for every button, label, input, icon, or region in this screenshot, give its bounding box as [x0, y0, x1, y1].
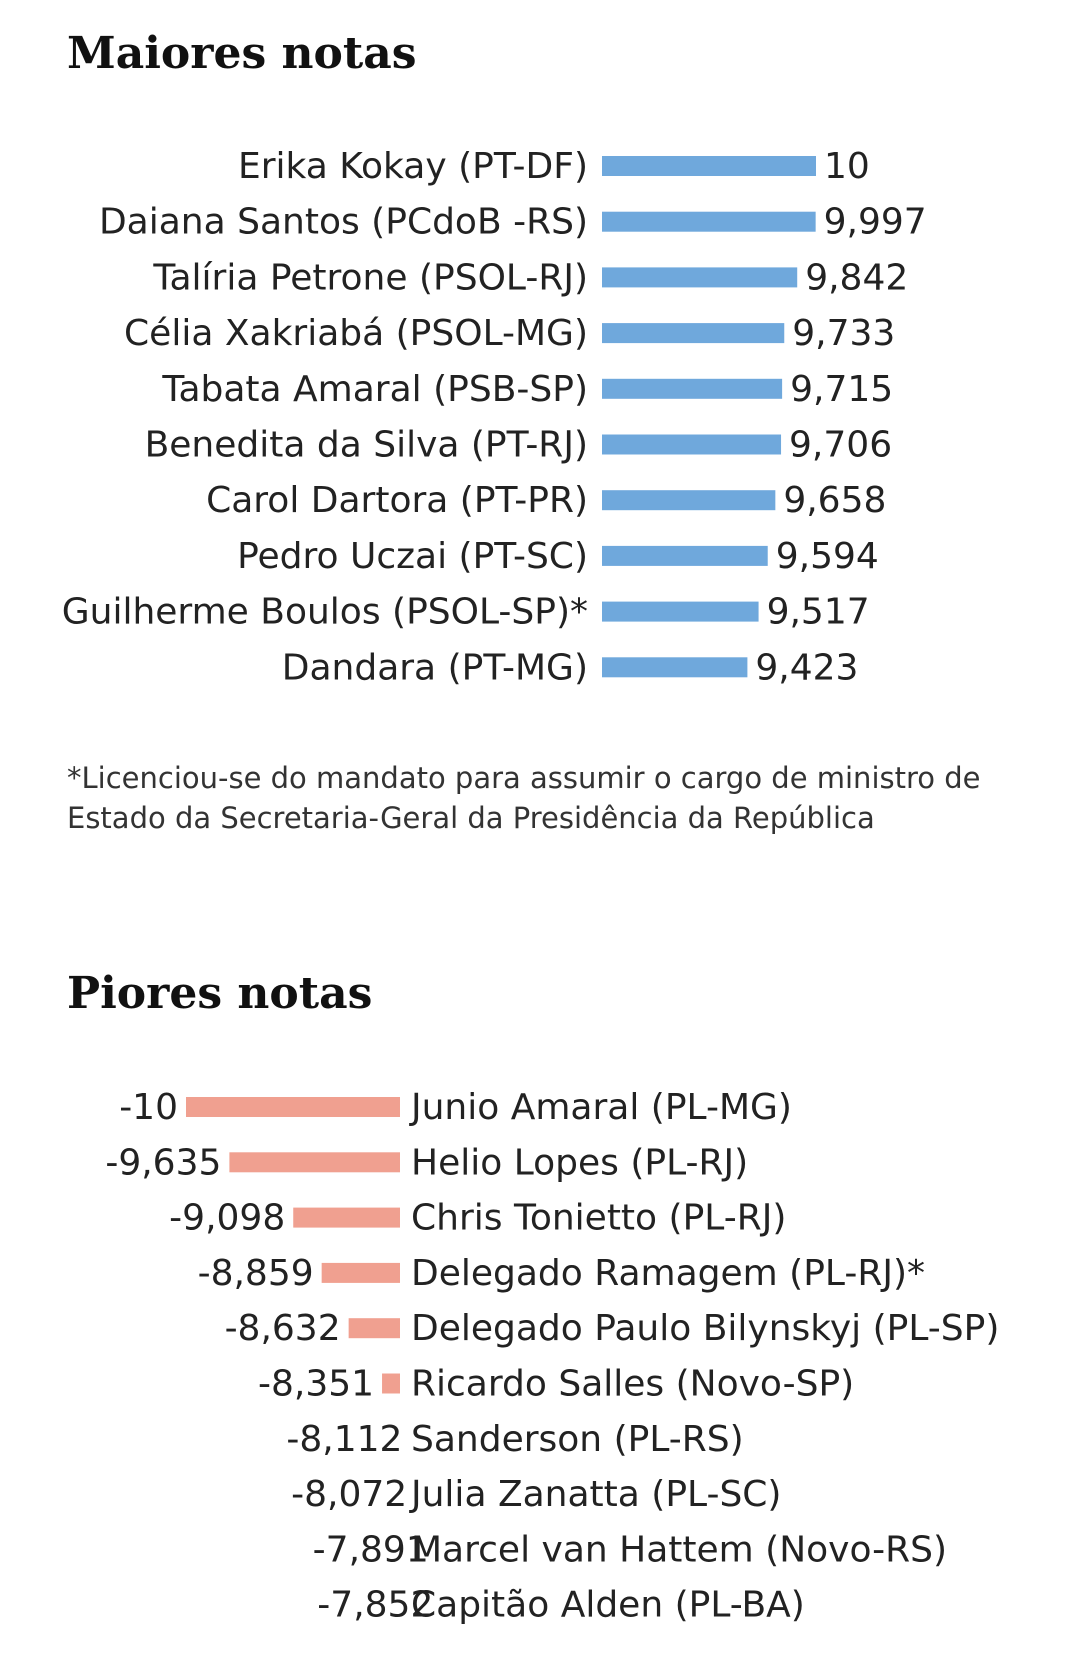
value-label: 9,733	[792, 313, 895, 354]
category-label: Guilherme Boulos (PSOL-SP)*	[62, 592, 588, 633]
value-label: 9,658	[783, 480, 886, 521]
value-label: -9,098	[169, 1198, 285, 1239]
bar	[602, 434, 782, 455]
bar	[602, 545, 768, 566]
value-label: 10	[824, 146, 870, 187]
bar	[602, 490, 776, 511]
bar	[186, 1097, 400, 1117]
value-label: -8,072	[291, 1474, 407, 1515]
bar	[602, 323, 785, 344]
bar	[293, 1207, 400, 1228]
category-label: Helio Lopes (PL-RJ)	[411, 1142, 748, 1183]
category-label: Delegado Ramagem (PL-RJ)*	[411, 1253, 925, 1294]
value-label: 9,842	[805, 257, 908, 298]
value-label: 9,706	[789, 425, 892, 466]
category-label: Tabata Amaral (PSB-SP)	[161, 369, 588, 410]
bar	[602, 156, 816, 176]
category-label: Capitão Alden (PL-BA)	[411, 1585, 805, 1626]
bar	[602, 378, 783, 399]
category-label: Junio Amaral (PL-MG)	[409, 1087, 792, 1128]
category-label: Pedro Uczai (PT-SC)	[237, 536, 588, 577]
footnote: *Licenciou-se do mandato para assumir o …	[67, 761, 981, 835]
bar	[602, 267, 798, 288]
chart-title-maiores-notas: Maiores notas	[67, 28, 417, 79]
value-label: -8,351	[258, 1364, 374, 1405]
bar	[602, 657, 748, 678]
bar	[382, 1373, 400, 1394]
category-label: Benedita da Silva (PT-RJ)	[145, 425, 588, 466]
value-label: 9,423	[755, 647, 858, 688]
category-label: Talíria Petrone (PSOL-RJ)	[152, 257, 588, 298]
category-label: Daiana Santos (PCdoB -RS)	[99, 202, 588, 243]
category-label: Marcel van Hattem (Novo-RS)	[411, 1529, 947, 1570]
value-label: -8,112	[286, 1419, 402, 1460]
bar	[321, 1262, 400, 1283]
value-label: -8,632	[225, 1308, 341, 1349]
value-label: 9,997	[824, 202, 927, 243]
category-label: Delegado Paulo Bilynskyj (PL-SP)	[411, 1308, 999, 1349]
value-label: 9,715	[790, 369, 893, 410]
category-label: Chris Tonietto (PL-RJ)	[411, 1198, 786, 1239]
value-label: -10	[119, 1087, 178, 1128]
chart-title-piores-notas: Piores notas	[67, 968, 373, 1019]
category-label: Julia Zanatta (PL-SC)	[409, 1474, 781, 1515]
value-label: -8,859	[198, 1253, 314, 1294]
bar	[602, 601, 759, 622]
value-label: -7,852	[317, 1585, 433, 1626]
value-label: 9,517	[767, 592, 870, 633]
bar	[229, 1152, 400, 1173]
value-label: -7,891	[313, 1529, 429, 1570]
bar	[348, 1318, 400, 1339]
category-label: Sanderson (PL-RS)	[411, 1419, 744, 1460]
category-label: Dandara (PT-MG)	[282, 647, 588, 688]
value-label: 9,594	[776, 536, 879, 577]
bar	[602, 211, 816, 232]
category-label: Célia Xakriabá (PSOL-MG)	[124, 313, 588, 354]
category-label: Ricardo Salles (Novo-SP)	[411, 1364, 854, 1405]
value-label: -9,635	[105, 1142, 221, 1183]
category-label: Erika Kokay (PT-DF)	[238, 146, 588, 187]
category-label: Carol Dartora (PT-PR)	[206, 480, 588, 521]
